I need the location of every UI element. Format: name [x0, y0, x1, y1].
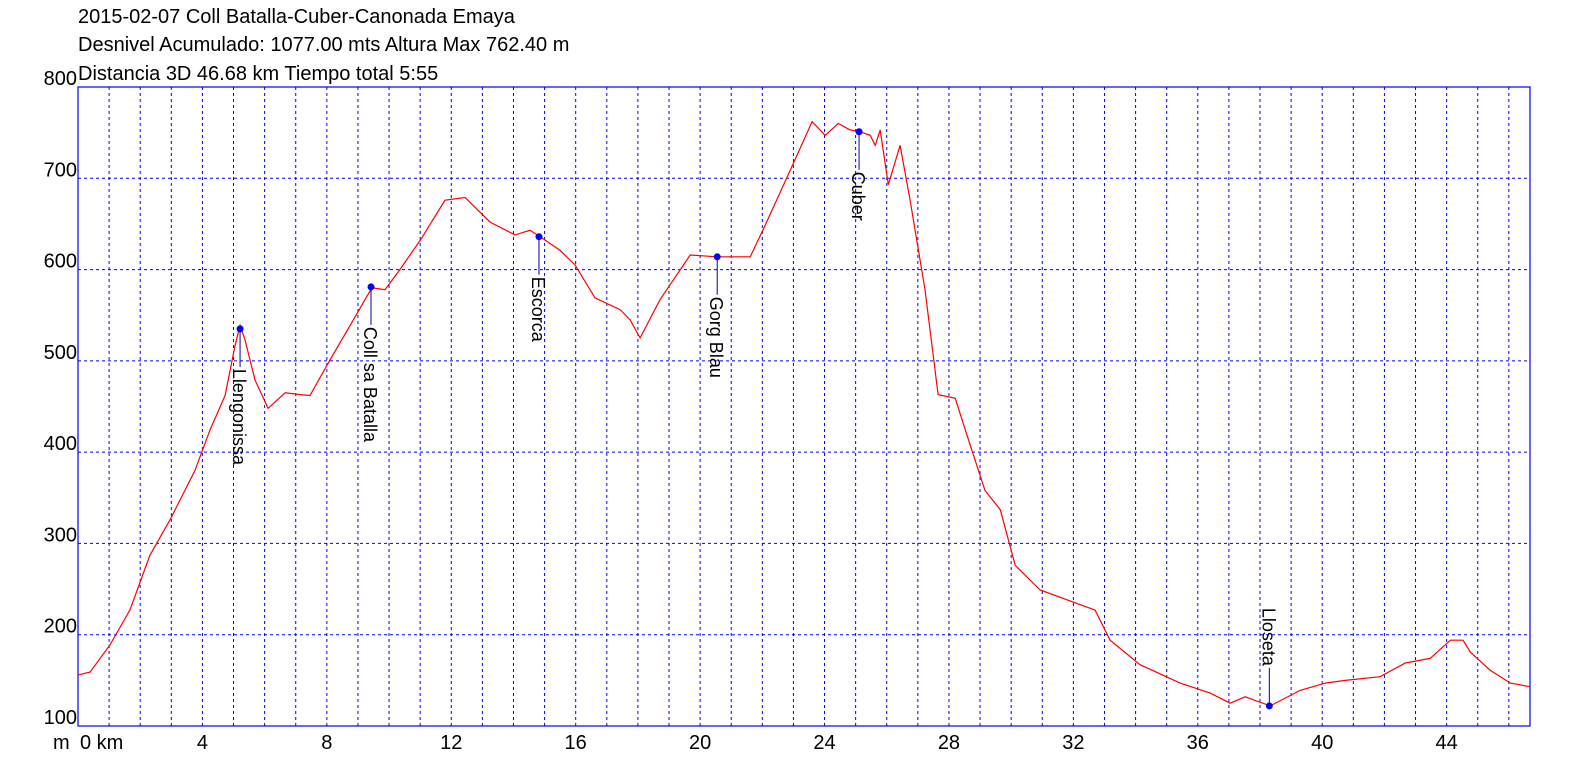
- x-tick-label: 44: [1436, 732, 1458, 754]
- waypoint: [855, 128, 863, 136]
- x-tick-label: 20: [689, 732, 711, 754]
- y-tick-label: 400: [44, 433, 77, 455]
- y-tick-label: 700: [44, 159, 77, 181]
- elevation-line: [77, 120, 1531, 707]
- waypoint-label: Cuber: [848, 172, 868, 221]
- waypoint: [236, 325, 244, 333]
- chart-info: Desnivel Acumulado: 1077.00 mts Altura M…: [78, 34, 569, 56]
- waypoint-label: Llengonissa: [229, 369, 249, 466]
- waypoint: [367, 283, 375, 291]
- x-tick-label: 32: [1062, 732, 1084, 754]
- waypoint: [1265, 702, 1273, 710]
- waypoint-label: Lloseta: [1258, 608, 1278, 667]
- chart-info: Distancia 3D 46.68 km Tiempo total 5:55: [78, 63, 438, 85]
- plot-frame: [77, 86, 1531, 727]
- x-tick-label: 0 km: [80, 732, 123, 754]
- x-tick-label: 24: [813, 732, 835, 754]
- x-tick-label: 28: [938, 732, 960, 754]
- x-tick-label: 12: [440, 732, 462, 754]
- y-tick-label: 300: [44, 524, 77, 546]
- y-tick-label: 800: [44, 68, 77, 90]
- y-tick-label: 600: [44, 251, 77, 273]
- x-tick-label: 4: [197, 732, 208, 754]
- waypoint-label: Gorg Blau: [706, 297, 726, 378]
- waypoint: [535, 233, 543, 241]
- chart-title: 2015-02-07 Coll Batalla-Cuber-Canonada E…: [78, 6, 516, 28]
- x-tick-label: 16: [565, 732, 587, 754]
- waypoint: [713, 253, 721, 261]
- y-tick-label: 200: [44, 616, 77, 638]
- x-tick-label: 36: [1187, 732, 1209, 754]
- x-tick-label: 40: [1311, 732, 1333, 754]
- y-unit: m: [53, 732, 70, 754]
- x-tick-label: 8: [321, 732, 332, 754]
- waypoint-label: Escorca: [528, 277, 548, 343]
- waypoint-label: Coll sa Batalla: [360, 327, 380, 443]
- y-tick-label: 100: [44, 707, 77, 729]
- y-tick-label: 500: [44, 342, 77, 364]
